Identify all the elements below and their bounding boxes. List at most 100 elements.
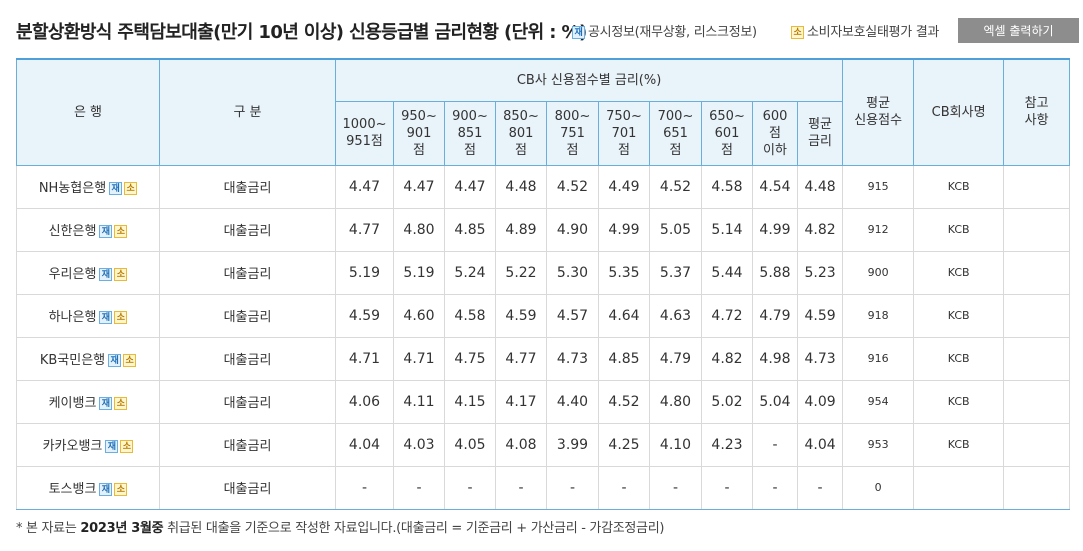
bank-name[interactable]: KB국민은행 bbox=[39, 353, 106, 368]
rate-cell: 4.71 bbox=[335, 336, 394, 381]
bank-name[interactable]: 토스뱅크 bbox=[48, 482, 97, 497]
rate-cell: 4.59 bbox=[335, 293, 394, 338]
header-cb-company: CB회사명 bbox=[913, 58, 1005, 166]
rate-cell: 4.80 bbox=[393, 207, 445, 252]
bank-cell: 하나은행 재 소 bbox=[16, 293, 160, 338]
bank-name[interactable]: 신한은행 bbox=[48, 224, 97, 239]
title-bar: 분할상환방식 주택담보대출(만기 10년 이상) 신용등급별 금리현황 (단위 … bbox=[16, 14, 1079, 46]
footnote-period: 2023년 3월중 bbox=[80, 521, 164, 536]
disclosure-badge-icon[interactable]: 재 bbox=[108, 354, 122, 367]
rate-cell: 5.88 bbox=[752, 250, 798, 295]
cb-company-cell: KCB bbox=[913, 379, 1005, 424]
consumer-protection-badge-icon: 소 bbox=[791, 26, 804, 39]
rate-cell: 5.23 bbox=[796, 250, 844, 295]
consumer-protection-badge-icon[interactable]: 소 bbox=[123, 354, 137, 367]
header-band: 650~ 601 점 bbox=[701, 100, 753, 166]
consumer-protection-badge-icon[interactable]: 소 bbox=[114, 225, 128, 238]
rate-cell: 4.58 bbox=[444, 293, 496, 338]
rate-cell: 4.10 bbox=[649, 422, 702, 467]
rate-cell: 4.72 bbox=[701, 293, 753, 338]
cb-company-cell: KCB bbox=[913, 293, 1005, 338]
disclosure-badge-icon[interactable]: 재 bbox=[99, 268, 113, 281]
consumer-protection-badge-icon[interactable]: 소 bbox=[114, 268, 128, 281]
rate-cell: 4.79 bbox=[752, 293, 798, 338]
rate-cell: 4.23 bbox=[701, 422, 753, 467]
rate-cell: 4.59 bbox=[796, 293, 844, 338]
bank-name[interactable]: 케이뱅크 bbox=[48, 396, 97, 411]
disclosure-badge-icon[interactable]: 재 bbox=[99, 311, 113, 324]
loan-type-cell: 대출금리 bbox=[159, 207, 336, 252]
rate-cell: 4.52 bbox=[598, 379, 650, 424]
rate-cell: 4.71 bbox=[393, 336, 445, 381]
consumer-protection-badge-icon[interactable]: 소 bbox=[114, 483, 128, 496]
consumer-protection-badge-icon[interactable]: 소 bbox=[114, 397, 128, 410]
rate-cell: 4.73 bbox=[796, 336, 844, 381]
rate-cell: 4.75 bbox=[444, 336, 496, 381]
rate-cell: 5.04 bbox=[752, 379, 798, 424]
rate-cell: 4.77 bbox=[495, 336, 547, 381]
avg-score-cell: 900 bbox=[842, 250, 915, 295]
disclosure-legend-text: 공시정보(재무상황, 리스크정보) bbox=[588, 25, 757, 40]
loan-type-cell: 대출금리 bbox=[159, 379, 336, 424]
bank-name[interactable]: 우리은행 bbox=[48, 267, 97, 282]
consumer-protection-badge-icon[interactable]: 소 bbox=[120, 440, 134, 453]
loan-type-cell: 대출금리 bbox=[159, 250, 336, 295]
loan-type-cell: 대출금리 bbox=[159, 293, 336, 338]
consumer-protection-badge-icon[interactable]: 소 bbox=[114, 311, 128, 324]
rate-cell: 4.25 bbox=[598, 422, 650, 467]
rate-cell: 4.47 bbox=[335, 164, 394, 209]
header-avg-score: 평균 신용점수 bbox=[842, 58, 915, 166]
rate-cell: 4.40 bbox=[546, 379, 599, 424]
rate-cell: 5.14 bbox=[701, 207, 753, 252]
rate-cell: 4.08 bbox=[495, 422, 547, 467]
table-row: 신한은행 재 소 대출금리 4.77 4.80 4.85 4.89 4.90 4.99 5.05 5.… bbox=[16, 207, 1071, 252]
rate-cell: 4.60 bbox=[393, 293, 445, 338]
rate-cell: 4.99 bbox=[598, 207, 650, 252]
bank-cell: 카카오뱅크 재 소 bbox=[16, 422, 160, 467]
bank-name[interactable]: 카카오뱅크 bbox=[42, 439, 103, 454]
rate-cell: 4.47 bbox=[444, 164, 496, 209]
note-cell bbox=[1003, 465, 1071, 510]
header-band: 750~ 701 점 bbox=[598, 100, 650, 166]
disclosure-badge-icon[interactable]: 재 bbox=[109, 182, 123, 195]
consumer-protection-badge-icon[interactable]: 소 bbox=[124, 182, 138, 195]
bank-name[interactable]: NH농협은행 bbox=[38, 181, 107, 196]
disclosure-badge-icon[interactable]: 재 bbox=[99, 397, 113, 410]
header-band: 900~ 851 점 bbox=[444, 100, 496, 166]
rate-cell: 4.17 bbox=[495, 379, 547, 424]
rate-cell: 5.02 bbox=[701, 379, 753, 424]
rate-cell: 4.15 bbox=[444, 379, 496, 424]
header-note: 참고 사항 bbox=[1003, 58, 1071, 166]
rate-cell: - bbox=[444, 465, 496, 510]
avg-score-cell: 915 bbox=[842, 164, 915, 209]
bank-cell: 우리은행 재 소 bbox=[16, 250, 160, 295]
disclosure-badge-icon[interactable]: 재 bbox=[105, 440, 119, 453]
table-row: KB국민은행 재 소 대출금리 4.71 4.71 4.75 4.77 4.73 4.85 4.79… bbox=[16, 336, 1071, 381]
table-row: 케이뱅크 재 소 대출금리 4.06 4.11 4.15 4.17 4.40 4.52 4.80 5.… bbox=[16, 379, 1071, 424]
rate-cell: 4.79 bbox=[649, 336, 702, 381]
rate-cell: 5.30 bbox=[546, 250, 599, 295]
bank-name[interactable]: 하나은행 bbox=[48, 310, 97, 325]
disclosure-badge-icon[interactable]: 재 bbox=[99, 483, 113, 496]
table-row: 하나은행 재 소 대출금리 4.59 4.60 4.58 4.59 4.57 4.64 4.63 4.… bbox=[16, 293, 1071, 338]
rate-cell: 4.85 bbox=[444, 207, 496, 252]
disclosure-badge-icon[interactable]: 재 bbox=[99, 225, 113, 238]
loan-type-cell: 대출금리 bbox=[159, 465, 336, 510]
rate-cell: 4.98 bbox=[752, 336, 798, 381]
table-row: 토스뱅크 재 소 대출금리 - - - - - - - - - -0 bbox=[16, 465, 1071, 510]
rate-cell: 4.06 bbox=[335, 379, 394, 424]
rate-cell: - bbox=[598, 465, 650, 510]
loan-type-cell: 대출금리 bbox=[159, 422, 336, 467]
note-cell bbox=[1003, 336, 1071, 381]
rate-cell: 4.49 bbox=[598, 164, 650, 209]
note-cell bbox=[1003, 293, 1071, 338]
avg-score-cell: 912 bbox=[842, 207, 915, 252]
rate-cell: 5.19 bbox=[393, 250, 445, 295]
note-cell bbox=[1003, 207, 1071, 252]
cb-company-cell: KCB bbox=[913, 207, 1005, 252]
excel-export-button[interactable]: 엑셀 출력하기 bbox=[958, 18, 1079, 43]
page-title: 분할상환방식 주택담보대출(만기 10년 이상) 신용등급별 금리현황 (단위 … bbox=[16, 22, 587, 43]
rate-cell: 4.05 bbox=[444, 422, 496, 467]
header-band: 1000~ 951점 bbox=[335, 100, 394, 166]
rate-cell: - bbox=[752, 422, 798, 467]
